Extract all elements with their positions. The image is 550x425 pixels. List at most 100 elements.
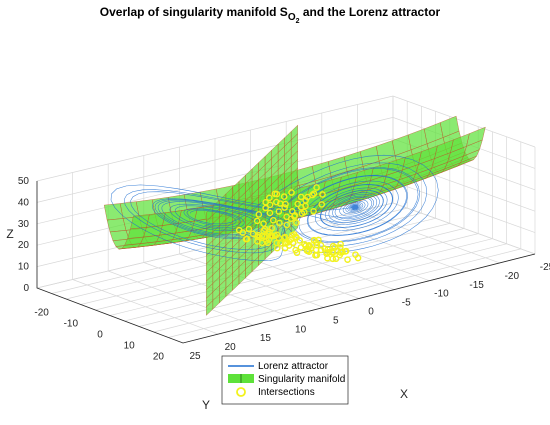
intersection-point [284, 239, 291, 246]
z-tick-label: 40 [18, 197, 30, 208]
grid-line-floor [139, 238, 493, 327]
plot-area [103, 115, 486, 316]
title-main: Overlap of singularity manifold S [100, 5, 288, 19]
z-tick-label: 0 [23, 283, 29, 294]
grid-line-floor [321, 219, 465, 273]
y-tick-label: 10 [124, 341, 136, 352]
intersection-point [344, 256, 351, 263]
intersection-point [298, 210, 306, 217]
x-tick-label: -10 [434, 289, 449, 300]
y-tick-label: -10 [64, 319, 79, 330]
intersection-point [262, 204, 269, 212]
intersection-point [337, 240, 344, 248]
z-tick-label: 10 [18, 262, 30, 273]
y-tick-label: 0 [97, 330, 103, 341]
intersection-point [304, 193, 311, 201]
intersection-point [276, 219, 283, 227]
z-tick-label: 20 [18, 240, 30, 251]
title-suffix: and the Lorenz attractor [300, 5, 441, 19]
intersection-point [235, 226, 243, 234]
y-tick-label: -20 [34, 308, 49, 319]
intersection-point [268, 224, 276, 232]
intersection-point [339, 248, 346, 256]
title-subscript-base: O [288, 12, 296, 23]
grid-line-floor [357, 211, 500, 264]
tick-labels: 0 10 20 30 40 50 -20 -10 0 10 20 -25 -20 -15 -10 -5 0 5 10… [18, 176, 550, 363]
intersection-point [254, 231, 262, 239]
intersection-point [315, 236, 322, 244]
intersection-point [260, 220, 267, 227]
x-tick-label: 5 [333, 315, 339, 326]
intersection-point [313, 251, 321, 259]
x-tick-label: 10 [295, 324, 307, 335]
legend-label-intersections: Intersections [258, 387, 315, 398]
legend-label-manifold: Singularity manifold [258, 374, 345, 385]
x-tick-label: -15 [469, 280, 484, 291]
intersection-point [310, 236, 318, 244]
intersection-point [266, 201, 274, 209]
lorenz-trajectory [110, 154, 439, 261]
axes-outline-line [36, 181, 536, 344]
intersection-point [313, 184, 320, 191]
x-tick-label: 15 [260, 333, 272, 344]
intersection-point [310, 207, 317, 215]
intersection-point [281, 204, 288, 211]
intersection-point [271, 190, 279, 198]
intersection-point [253, 217, 261, 225]
intersection-point [258, 232, 266, 240]
intersection-point [245, 225, 253, 233]
intersection-point [319, 191, 326, 198]
intersection-point [297, 193, 305, 201]
manifold-patch [109, 230, 130, 241]
legend-label-lorenz: Lorenz attractor [258, 361, 329, 372]
intersection-point [342, 247, 350, 255]
chart-title: Overlap of singularity manifold SO2 and … [100, 5, 441, 25]
intersection-point [242, 235, 250, 243]
intersection-point [318, 201, 326, 208]
x-tick-label: -5 [402, 298, 411, 309]
y-axis-label: Y [202, 398, 210, 412]
intersection-point [266, 194, 273, 202]
grid-line-floor [168, 248, 521, 338]
intersection-point [276, 200, 284, 207]
x-axis-label: X [400, 387, 408, 401]
intersection-point [296, 237, 304, 244]
title-subscript-index: 2 [296, 18, 300, 25]
intersection-point [293, 219, 300, 227]
intersection-point [310, 190, 318, 197]
intersection-point [273, 244, 281, 252]
intersection-point [267, 232, 275, 239]
manifold-patch [130, 214, 150, 230]
intersection-point [332, 255, 340, 263]
intersection-point [292, 233, 299, 240]
x-tick-label: -25 [540, 262, 550, 273]
intersection-point [283, 221, 291, 229]
x-tick-label: 20 [225, 342, 237, 353]
intersection-point [317, 241, 325, 249]
intersection-point [263, 237, 270, 244]
intersection-point [266, 209, 274, 217]
grid-line-floor [153, 243, 507, 333]
manifold-patch [106, 218, 127, 233]
z-axis-label: Z [6, 227, 13, 241]
intersection-point [288, 189, 295, 196]
intersection-point [280, 193, 288, 200]
grid-line-floor [124, 233, 479, 322]
x-tick-label: 25 [189, 351, 201, 362]
intersection-point [273, 198, 280, 206]
intersection-point [302, 202, 309, 210]
intersection-point [270, 216, 277, 224]
intersections [235, 184, 362, 263]
lorenz-attractor [110, 154, 439, 261]
intersection-point [294, 200, 302, 208]
intersection-point [328, 248, 336, 256]
intersection-point [293, 249, 301, 257]
intersection-point [275, 208, 283, 215]
intersection-point [329, 255, 337, 263]
z-tick-label: 30 [18, 219, 30, 230]
intersection-point [283, 213, 290, 221]
intersection-point [354, 254, 362, 262]
intersection-point [291, 213, 298, 220]
intersection-point [306, 242, 313, 250]
